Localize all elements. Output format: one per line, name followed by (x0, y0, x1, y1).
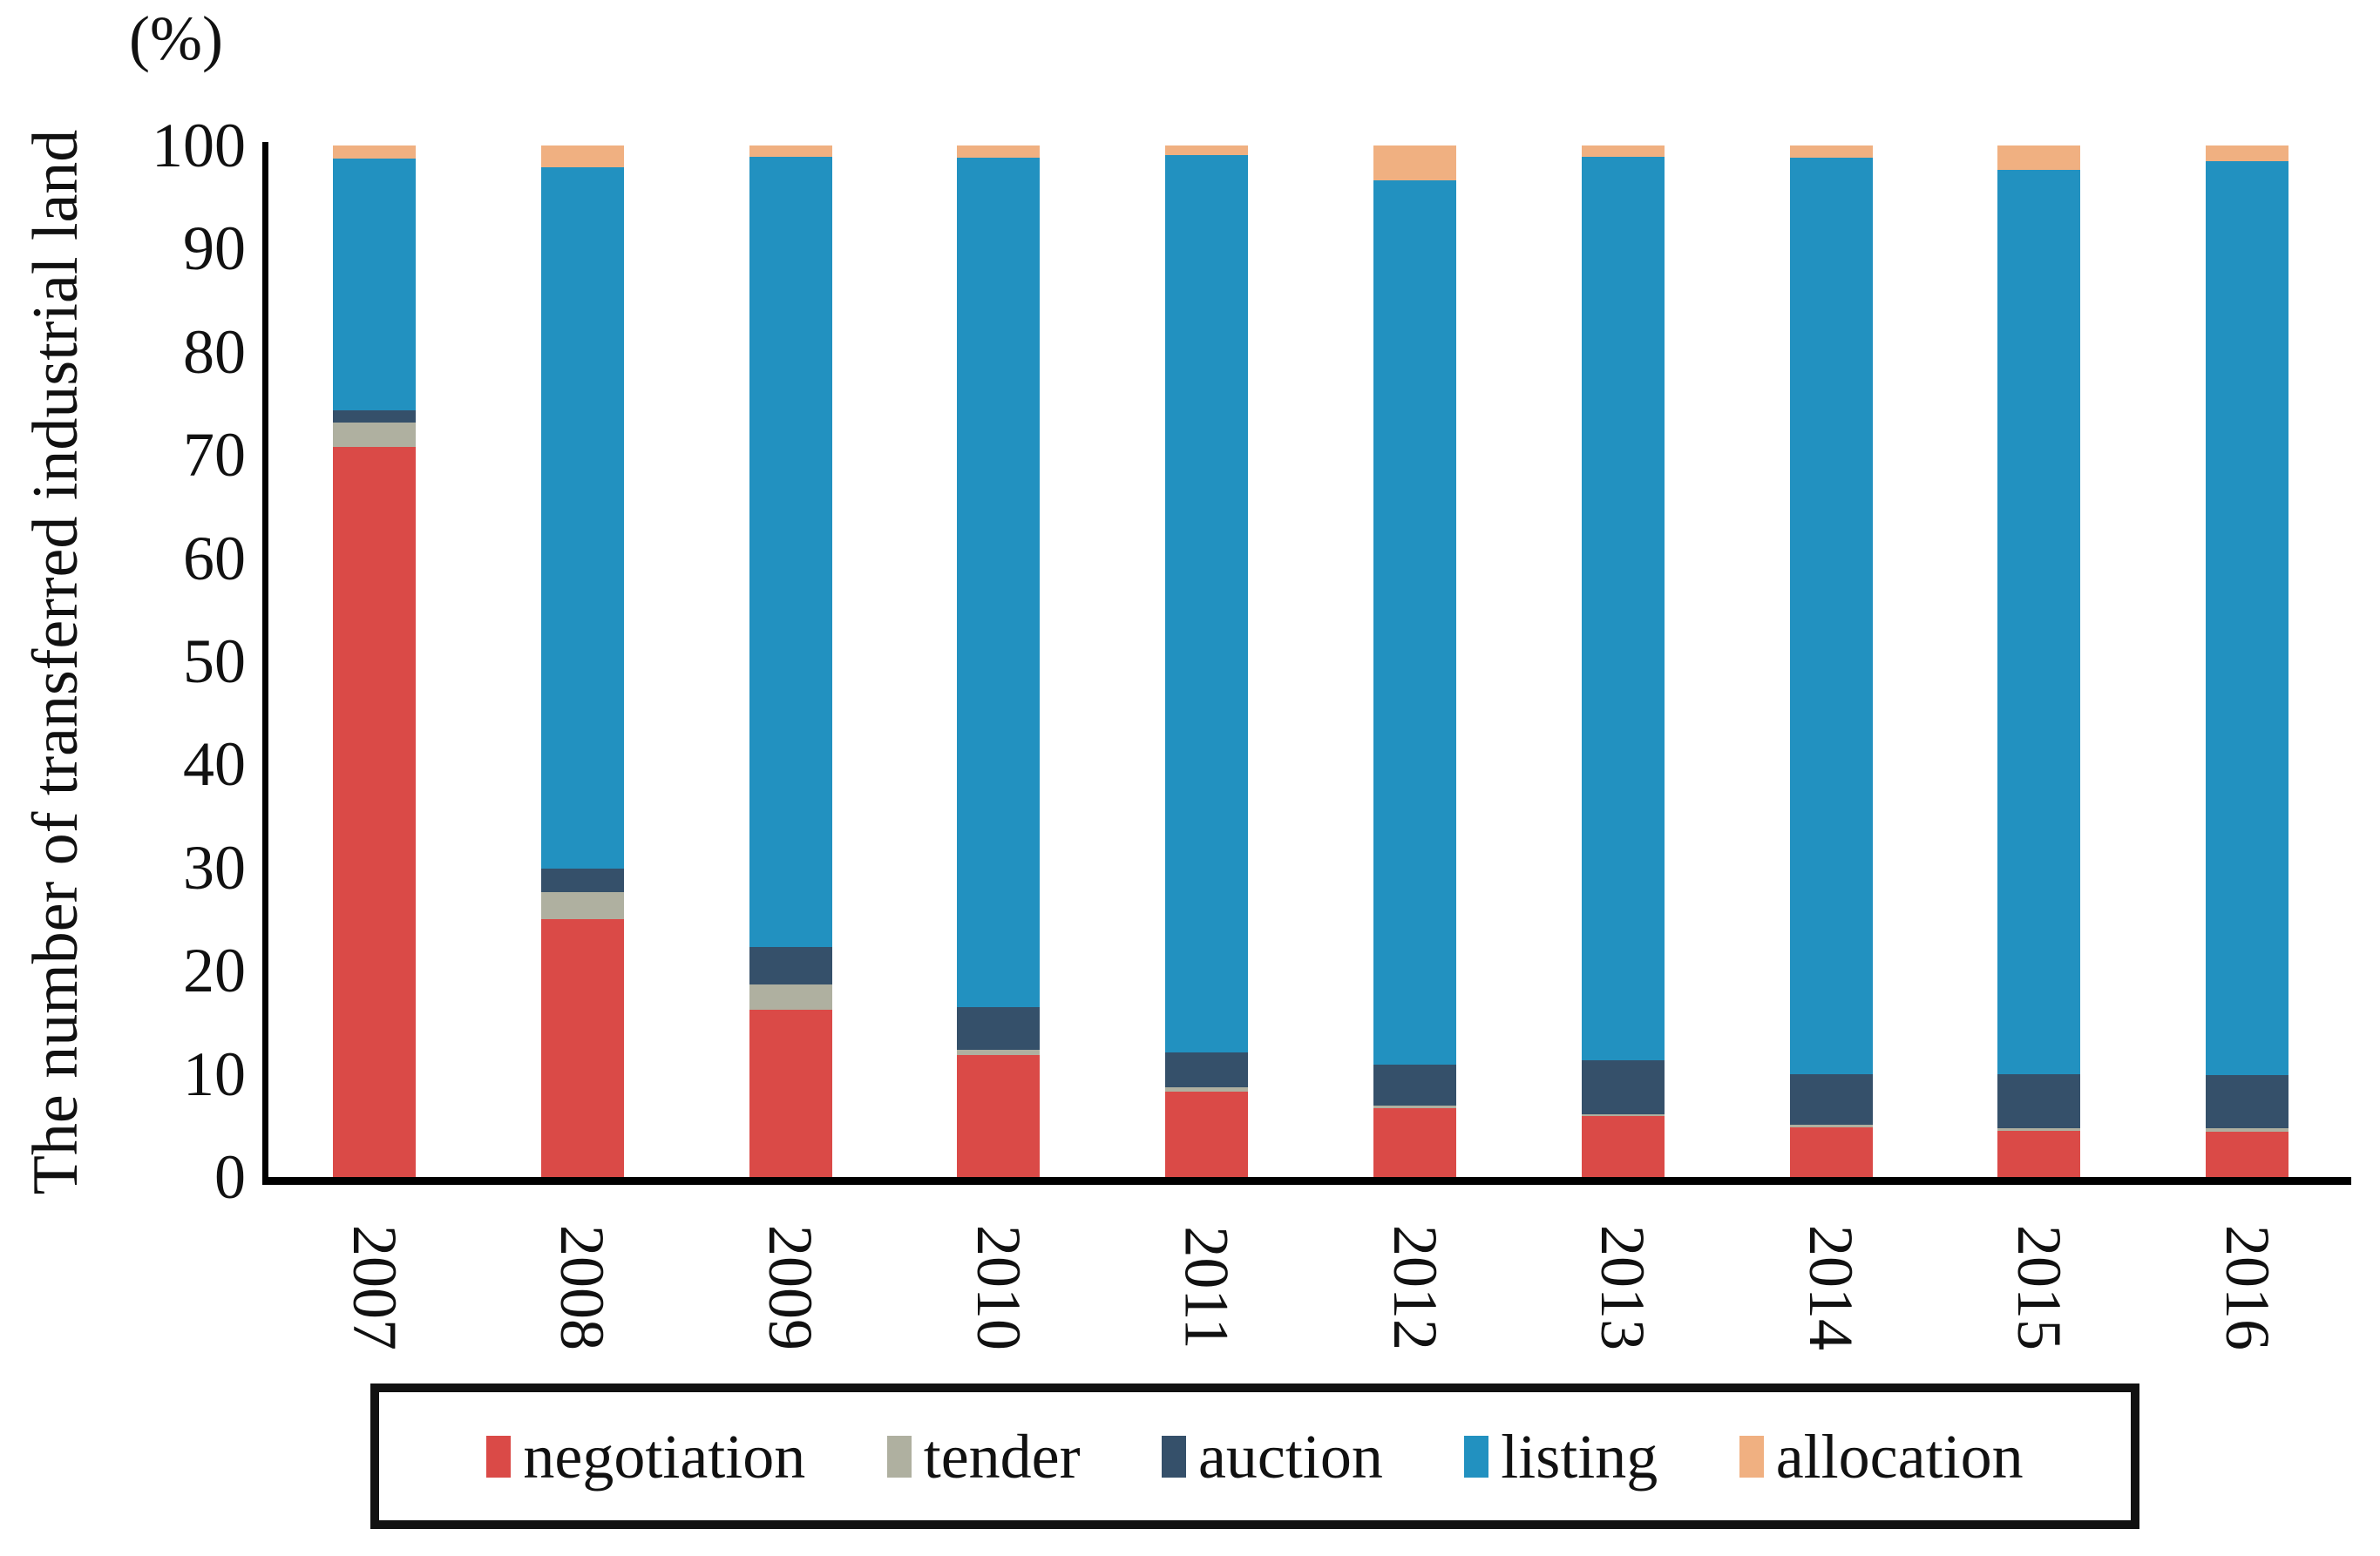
bar-segment-allocation-2013 (1581, 145, 1665, 158)
bar-segment-tender-2009 (749, 984, 832, 1011)
bar-segment-auction-2010 (957, 1006, 1041, 1051)
bar-segment-auction-2008 (540, 868, 624, 893)
y-tick-label-30: 30 (183, 832, 246, 903)
bar-segment-negotiation-2015 (1997, 1130, 2081, 1177)
legend-label-tender: tender (923, 1421, 1081, 1492)
legend-item-listing: listing (1464, 1425, 1658, 1488)
y-tick-label-80: 80 (183, 316, 246, 387)
y-tick-label-20: 20 (183, 936, 246, 1006)
bar-segment-allocation-2015 (1997, 145, 2081, 171)
legend-label-negotiation: negotiation (523, 1421, 806, 1492)
bar-segment-tender-2010 (957, 1050, 1041, 1056)
bar-segment-listing-2010 (957, 158, 1041, 1007)
bar-segment-allocation-2010 (957, 145, 1041, 159)
y-tick-label-100: 100 (152, 111, 246, 180)
legend-item-allocation: allocation (1739, 1425, 2024, 1488)
bar-segment-listing-2014 (1789, 158, 1873, 1074)
bar-segment-tender-2012 (1373, 1106, 1456, 1108)
bar-segment-negotiation-2010 (957, 1055, 1041, 1177)
x-tick-label-2016: 2016 (2212, 1225, 2282, 1350)
bar-segment-negotiation-2014 (1789, 1127, 1873, 1177)
bar-segment-auction-2013 (1581, 1060, 1665, 1114)
legend-item-auction: auction (1161, 1421, 1383, 1492)
legend-swatch-tender (886, 1435, 912, 1478)
y-axis-unit-label: (%) (129, 3, 223, 73)
legend-label-auction: auction (1197, 1421, 1383, 1492)
x-axis-line (262, 1177, 2351, 1185)
bar-segment-auction-2015 (1997, 1073, 2081, 1129)
bar-segment-tender-2015 (1997, 1128, 2081, 1131)
y-tick-label-40: 40 (183, 729, 246, 800)
bar-segment-allocation-2012 (1373, 145, 1456, 181)
y-axis-line (262, 142, 268, 1182)
bar-segment-allocation-2011 (1165, 145, 1249, 155)
y-tick-label-50: 50 (183, 626, 246, 696)
bar-segment-auction-2011 (1165, 1052, 1249, 1087)
bar-segment-listing-2011 (1165, 154, 1249, 1052)
bar-segment-tender-2013 (1581, 1113, 1665, 1117)
bar-segment-negotiation-2011 (1165, 1091, 1249, 1177)
y-tick-label-10: 10 (183, 1038, 246, 1109)
legend-swatch-auction (1161, 1435, 1186, 1478)
legend-swatch-negotiation (486, 1435, 512, 1478)
legend-item-tender: tender (886, 1421, 1081, 1492)
bar-segment-allocation-2008 (540, 145, 624, 167)
bar-segment-listing-2015 (1997, 170, 2081, 1074)
y-tick-label-0: 0 (214, 1142, 246, 1212)
y-tick-label-70: 70 (183, 420, 246, 490)
bar-segment-listing-2012 (1373, 180, 1456, 1065)
bar-segment-allocation-2016 (2206, 145, 2289, 161)
y-tick-label-90: 90 (183, 213, 246, 284)
bar-segment-tender-2007 (333, 423, 416, 447)
bar-segment-listing-2009 (749, 157, 832, 947)
bar-segment-listing-2013 (1581, 157, 1665, 1061)
bar-segment-listing-2016 (2206, 160, 2289, 1075)
bar-segment-negotiation-2007 (333, 446, 416, 1177)
legend-swatch-listing (1464, 1435, 1489, 1478)
bar-segment-negotiation-2008 (540, 919, 624, 1177)
bar-segment-listing-2008 (540, 166, 624, 869)
bar-segment-tender-2014 (1789, 1124, 1873, 1128)
bar-segment-listing-2007 (333, 159, 416, 411)
bar-segment-allocation-2014 (1789, 145, 1873, 159)
bar-segment-auction-2016 (2206, 1074, 2289, 1129)
legend-swatch-allocation (1739, 1435, 1764, 1478)
y-tick-label-60: 60 (183, 523, 246, 593)
bar-segment-tender-2016 (2206, 1128, 2289, 1132)
bar-segment-allocation-2009 (749, 145, 832, 158)
legend-label-listing: listing (1501, 1421, 1658, 1492)
bar-segment-negotiation-2012 (1373, 1107, 1456, 1177)
bar-segment-auction-2014 (1789, 1073, 1873, 1125)
bar-segment-negotiation-2013 (1581, 1116, 1665, 1177)
bar-segment-negotiation-2016 (2206, 1131, 2289, 1177)
bar-segment-tender-2011 (1165, 1086, 1249, 1092)
bar-segment-auction-2009 (749, 946, 832, 984)
legend-label-allocation: allocation (1775, 1421, 2024, 1492)
bar-segment-negotiation-2009 (749, 1010, 832, 1177)
bar-segment-allocation-2007 (333, 145, 416, 159)
bar-segment-auction-2007 (333, 410, 416, 423)
legend-item-negotiation: negotiation (486, 1425, 805, 1488)
bar-segment-tender-2008 (540, 892, 624, 919)
legend-box: negotiation tender auction listing allocatio… (370, 1383, 2139, 1529)
bar-segment-auction-2012 (1373, 1064, 1456, 1106)
